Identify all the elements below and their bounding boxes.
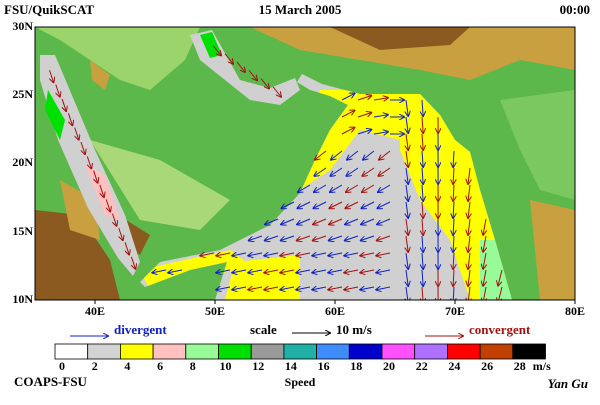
lon-label: 60E [325,304,345,318]
legend-convergent: convergent [469,322,531,337]
lat-label: 15N [12,224,33,238]
colorbar-label: 4 [124,359,130,373]
lon-label: 50E [205,304,225,318]
colorbar-label: 6 [157,359,163,373]
legend-divergent: divergent [114,322,167,337]
map [35,27,575,303]
lon-label: 70E [445,304,465,318]
colorbar-box [317,344,350,359]
header-right: 00:00 [560,2,590,17]
colorbar-box [382,344,415,359]
colorbar-box [153,344,186,359]
colorbar-box [415,344,448,359]
colorbar-label: 2 [92,359,98,373]
colorbar-box [186,344,219,359]
colorbar-label: 20 [383,359,395,373]
header-center: 15 March 2005 [259,2,342,17]
lat-label: 20N [12,155,33,169]
colorbar-label: 22 [416,359,428,373]
colorbar-label: 8 [190,359,196,373]
colorbar-box [480,344,513,359]
colorbar-box [55,344,88,359]
colorbar-label: 12 [252,359,264,373]
legend-scale: scale [250,322,277,337]
colorbar-unit: m/s [533,359,551,373]
colorbar-title: Speed [285,375,316,389]
colorbar-box [284,344,317,359]
colorbar-box [88,344,121,359]
footer-right: Yan Gu [548,376,588,391]
colorbar-label: 14 [285,359,297,373]
colorbar-box [120,344,153,359]
colorbar-label: 24 [448,359,460,373]
lon-label: 40E [85,304,105,318]
colorbar-label: 10 [220,359,232,373]
footer-left: COAPS-FSU [14,374,88,389]
colorbar-box [349,344,382,359]
colorbar-label: 28 [514,359,526,373]
colorbar-label: 26 [481,359,493,373]
colorbar-box [219,344,252,359]
legend-scale-value: 10 m/s [336,322,372,337]
lat-label: 25N [12,87,33,101]
colorbar-box [513,344,546,359]
colorbar-box [251,344,284,359]
lat-label: 10N [12,292,33,306]
colorbar-label: 0 [59,359,65,373]
lat-label: 30N [12,19,33,33]
lon-label: 80E [565,304,585,318]
colorbar-label: 18 [350,359,362,373]
colorbar-box [447,344,480,359]
colorbar-label: 16 [318,359,330,373]
header-left: FSU/QuikSCAT [4,2,94,17]
